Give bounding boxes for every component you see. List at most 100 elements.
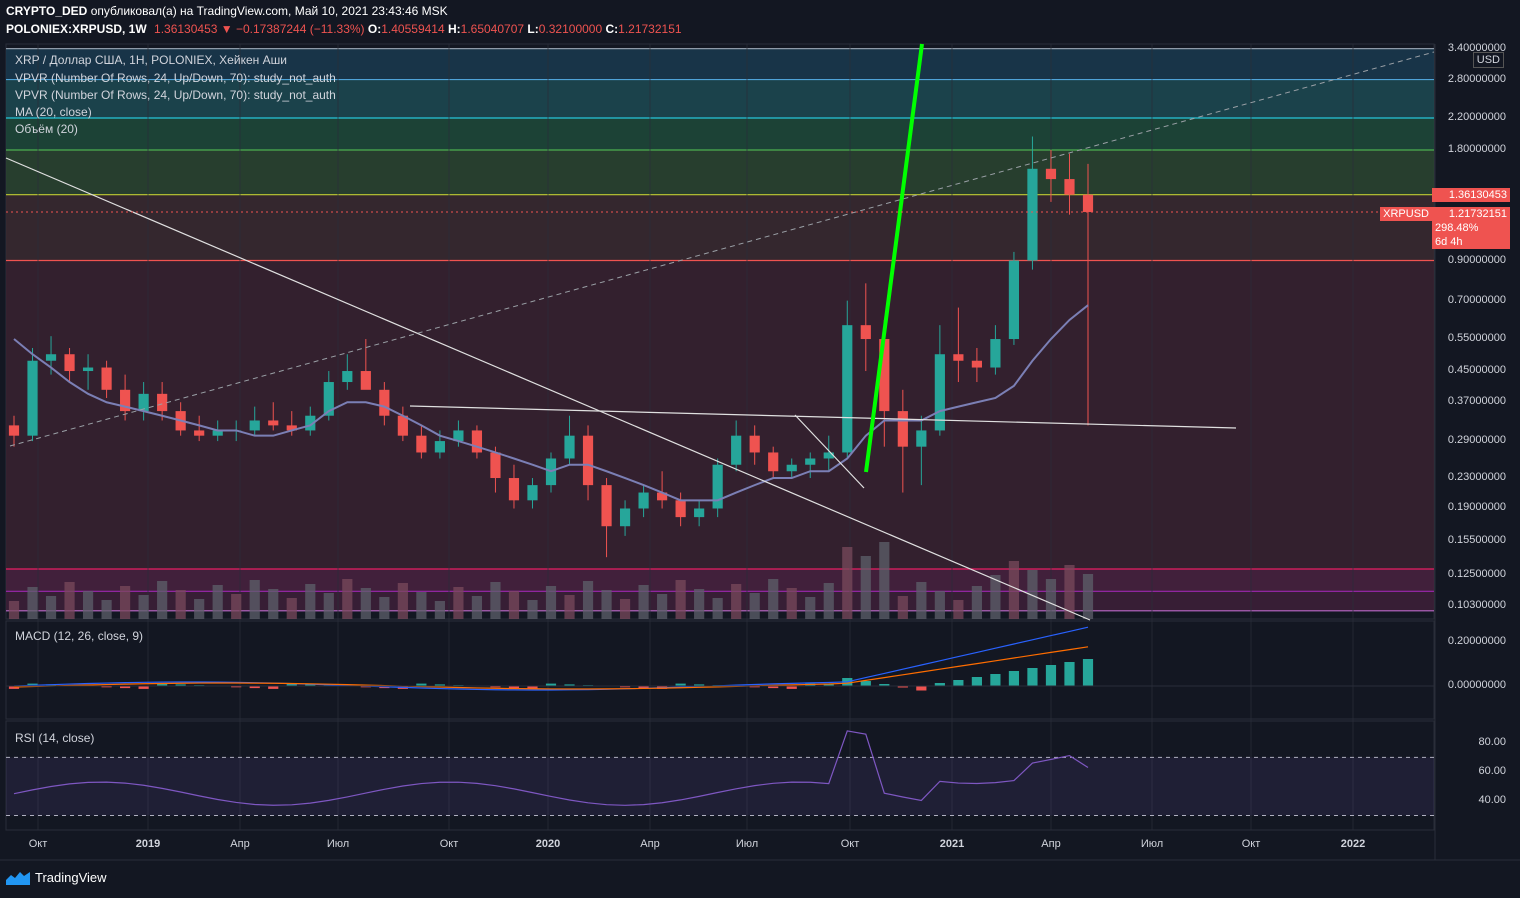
candle-body bbox=[860, 325, 871, 340]
macd-histogram-bar bbox=[694, 684, 705, 687]
volume-bar bbox=[379, 597, 390, 619]
candle-body bbox=[397, 415, 408, 436]
volume-bar bbox=[1008, 561, 1020, 619]
fib-zone bbox=[6, 79, 1434, 119]
macd-histogram-bar bbox=[823, 684, 834, 687]
volume-bar bbox=[1027, 570, 1038, 619]
legend-ma[interactable]: MA (20, close) bbox=[15, 105, 92, 119]
legend-vpvr-1[interactable]: VPVR (Number Of Rows, 24, Up/Down, 70): … bbox=[15, 71, 336, 85]
time-tick-label: Апр bbox=[230, 838, 250, 850]
fib-zone bbox=[6, 118, 1434, 151]
candle-body bbox=[249, 420, 260, 431]
macd-histogram-bar bbox=[101, 686, 112, 688]
author-name[interactable]: CRYPTO_DED bbox=[6, 4, 88, 18]
time-tick-label: 2021 bbox=[939, 838, 965, 850]
volume-bar bbox=[286, 598, 297, 619]
candle-body bbox=[971, 360, 982, 368]
legend-macd[interactable]: MACD (12, 26, close, 9) bbox=[15, 629, 144, 643]
macd-histogram-bar bbox=[286, 683, 297, 687]
macd-histogram-bar bbox=[416, 683, 427, 687]
candle-body bbox=[527, 485, 538, 501]
volume-bar bbox=[897, 596, 908, 619]
rsi-tick-label: 60.00 bbox=[1478, 764, 1506, 777]
candle-body bbox=[8, 425, 20, 436]
candle-body bbox=[564, 435, 575, 459]
volume-bar bbox=[657, 594, 668, 619]
volume-bar bbox=[64, 582, 75, 619]
candle-body bbox=[268, 420, 279, 426]
price-tag-pct: 298.48% bbox=[1432, 221, 1510, 235]
candle-body bbox=[638, 492, 649, 509]
dashed-uptrend-line bbox=[9, 51, 1435, 447]
time-tick-label: 2019 bbox=[135, 838, 161, 850]
macd-histogram-bar bbox=[490, 686, 501, 688]
legend-rsi[interactable]: RSI (14, close) bbox=[15, 731, 95, 745]
candle-body bbox=[416, 435, 427, 453]
candle-body bbox=[82, 367, 94, 372]
candle-body bbox=[786, 464, 797, 472]
rsi-band bbox=[6, 757, 1434, 816]
price-tick-label: 0.19000000 bbox=[1447, 501, 1506, 514]
time-tick-label: Апр bbox=[1041, 838, 1061, 850]
tradingview-logo[interactable]: TradingView bbox=[6, 870, 107, 885]
time-tick-label: Июл bbox=[735, 838, 759, 850]
currency-label[interactable]: USD bbox=[1472, 52, 1504, 68]
candle-body bbox=[842, 325, 853, 453]
candle-body bbox=[582, 435, 594, 486]
macd-histogram-bar bbox=[916, 686, 927, 691]
macd-line bbox=[13, 626, 1089, 691]
volume-bar bbox=[120, 586, 131, 619]
legend-main[interactable]: XRP / Доллар США, 1Н, POLONIEX, Хейкен А… bbox=[15, 53, 287, 67]
low-value: 0.32100000 bbox=[538, 22, 603, 36]
price-tick-label: 0.55000000 bbox=[1447, 332, 1506, 345]
macd-histogram-bar bbox=[1027, 668, 1038, 687]
candle-body bbox=[934, 354, 945, 431]
volume-bar bbox=[1045, 579, 1057, 619]
volume-bar bbox=[231, 594, 242, 619]
macd-histogram-bar bbox=[805, 683, 816, 687]
price-tick-label: 2.80000000 bbox=[1447, 72, 1506, 85]
price-tick-label: 3.40000000 bbox=[1447, 41, 1506, 54]
neckline bbox=[409, 405, 1237, 429]
candle-body bbox=[379, 389, 390, 416]
volume-bar bbox=[342, 579, 353, 619]
candle-body bbox=[138, 393, 149, 412]
volume-bar bbox=[82, 591, 94, 619]
volume-bar bbox=[434, 601, 445, 619]
macd-histogram-bar bbox=[120, 686, 131, 689]
volume-bar bbox=[138, 595, 149, 619]
volume-bar bbox=[971, 586, 982, 619]
price-tag-close: 1.21732151 bbox=[1432, 207, 1510, 221]
price-tick-label: 0.45000000 bbox=[1447, 364, 1506, 377]
volume-bar bbox=[823, 583, 834, 619]
rsi-pane bbox=[5, 720, 1435, 831]
legend-volume[interactable]: Объём (20) bbox=[15, 122, 78, 136]
publish-text: опубликовал(а) на TradingView.com, Май 1… bbox=[90, 4, 448, 18]
volume-bar bbox=[8, 601, 20, 619]
macd-tick-label: 0.00000000 bbox=[1447, 679, 1506, 691]
macd-tick-label: 0.20000000 bbox=[1447, 635, 1506, 647]
volume-bar bbox=[638, 585, 649, 619]
rsi-tick-label: 80.00 bbox=[1478, 735, 1506, 748]
candle-body bbox=[823, 452, 834, 459]
candle-body bbox=[471, 430, 483, 453]
macd-histogram-bar bbox=[527, 686, 538, 689]
volume-bar bbox=[527, 600, 538, 619]
volume-bar bbox=[786, 588, 797, 619]
symbol-tag: XRPUSD bbox=[1380, 207, 1432, 221]
time-tick-label: Окт bbox=[1241, 838, 1261, 850]
candle-body bbox=[897, 411, 908, 447]
macd-histogram-bar bbox=[434, 684, 445, 687]
macd-pane bbox=[5, 620, 1435, 720]
volume-bar bbox=[101, 600, 112, 619]
volume-bar bbox=[564, 595, 575, 619]
macd-histogram-bar bbox=[175, 684, 186, 687]
time-tick-label: Окт bbox=[840, 838, 860, 850]
brand-name: TradingView bbox=[35, 870, 107, 885]
macd-histogram-bar bbox=[971, 677, 982, 687]
fib-zone bbox=[6, 194, 1434, 261]
volume-bar bbox=[305, 584, 316, 619]
legend-vpvr-2[interactable]: VPVR (Number Of Rows, 24, Up/Down, 70): … bbox=[15, 88, 336, 102]
volume-bar bbox=[842, 547, 853, 619]
